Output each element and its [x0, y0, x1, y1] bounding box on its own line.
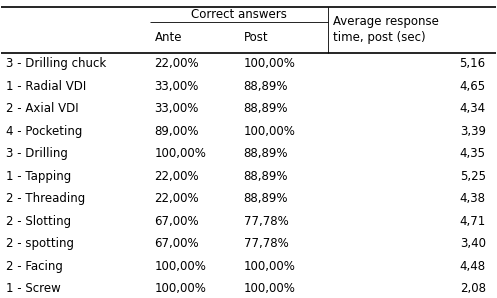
- Text: 3,40: 3,40: [460, 238, 486, 250]
- Text: 22,00%: 22,00%: [155, 58, 199, 70]
- Text: 88,89%: 88,89%: [244, 193, 288, 205]
- Text: 3 - Drilling chuck: 3 - Drilling chuck: [6, 58, 106, 70]
- Text: 2 - spotting: 2 - spotting: [6, 238, 75, 250]
- Text: 4,38: 4,38: [460, 193, 486, 205]
- Text: 4,35: 4,35: [460, 148, 486, 160]
- Text: 22,00%: 22,00%: [155, 193, 199, 205]
- Text: 33,00%: 33,00%: [155, 103, 199, 115]
- Text: Ante: Ante: [155, 31, 182, 44]
- Text: 100,00%: 100,00%: [155, 283, 206, 295]
- Text: 77,78%: 77,78%: [244, 215, 288, 228]
- Text: 2 - Facing: 2 - Facing: [6, 260, 63, 273]
- Text: 88,89%: 88,89%: [244, 148, 288, 160]
- Text: 2 - Slotting: 2 - Slotting: [6, 215, 72, 228]
- Text: 100,00%: 100,00%: [155, 148, 206, 160]
- Text: 5,16: 5,16: [460, 58, 486, 70]
- Text: 88,89%: 88,89%: [244, 103, 288, 115]
- Text: 100,00%: 100,00%: [244, 283, 295, 295]
- Text: 4,34: 4,34: [460, 103, 486, 115]
- Text: 77,78%: 77,78%: [244, 238, 288, 250]
- Text: 3,39: 3,39: [460, 125, 486, 138]
- Text: Correct answers: Correct answers: [191, 8, 287, 21]
- Text: 88,89%: 88,89%: [244, 80, 288, 93]
- Text: 100,00%: 100,00%: [244, 260, 295, 273]
- Text: 67,00%: 67,00%: [155, 238, 199, 250]
- Text: 88,89%: 88,89%: [244, 170, 288, 183]
- Text: 2,08: 2,08: [460, 283, 486, 295]
- Text: 1 - Tapping: 1 - Tapping: [6, 170, 72, 183]
- Text: 1 - Screw: 1 - Screw: [6, 283, 61, 295]
- Text: 5,25: 5,25: [460, 170, 486, 183]
- Text: 4 - Pocketing: 4 - Pocketing: [6, 125, 83, 138]
- Text: 22,00%: 22,00%: [155, 170, 199, 183]
- Text: 1 - Radial VDI: 1 - Radial VDI: [6, 80, 86, 93]
- Text: 67,00%: 67,00%: [155, 215, 199, 228]
- Text: 2 - Axial VDI: 2 - Axial VDI: [6, 103, 79, 115]
- Text: Average response
time, post (sec): Average response time, post (sec): [332, 15, 438, 44]
- Text: 100,00%: 100,00%: [244, 58, 295, 70]
- Text: 4,71: 4,71: [460, 215, 486, 228]
- Text: 3 - Drilling: 3 - Drilling: [6, 148, 68, 160]
- Text: 100,00%: 100,00%: [244, 125, 295, 138]
- Text: 4,65: 4,65: [460, 80, 486, 93]
- Text: 100,00%: 100,00%: [155, 260, 206, 273]
- Text: 33,00%: 33,00%: [155, 80, 199, 93]
- Text: Post: Post: [244, 31, 268, 44]
- Text: 4,48: 4,48: [460, 260, 486, 273]
- Text: 89,00%: 89,00%: [155, 125, 199, 138]
- Text: 2 - Threading: 2 - Threading: [6, 193, 85, 205]
